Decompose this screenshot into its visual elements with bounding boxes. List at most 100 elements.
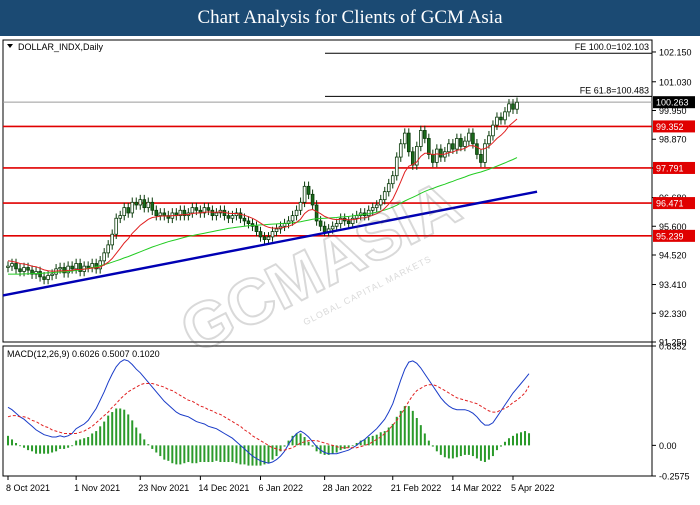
candle-up bbox=[230, 215, 235, 219]
macd-histogram-bar bbox=[291, 435, 294, 446]
candle-down bbox=[162, 212, 167, 217]
sr-price-label: 96.471 bbox=[656, 199, 684, 209]
candle-up bbox=[290, 215, 295, 222]
candle-down bbox=[479, 154, 483, 163]
candle-up bbox=[386, 183, 391, 193]
candle-up bbox=[487, 135, 491, 145]
candle-up bbox=[270, 231, 275, 238]
chart-area: 102.150101.03099.95098.87097.79096.68095… bbox=[0, 36, 700, 500]
candle-up bbox=[106, 244, 110, 254]
macd-histogram-bar bbox=[15, 442, 18, 446]
candle-down bbox=[194, 207, 199, 211]
sr-price-tag bbox=[653, 161, 695, 174]
macd-histogram-bar bbox=[23, 445, 26, 448]
macd-histogram-bar bbox=[311, 445, 314, 447]
macd-histogram-bar bbox=[187, 445, 190, 463]
macd-histogram-bar bbox=[227, 445, 230, 463]
macd-histogram-bar bbox=[35, 445, 38, 454]
macd-histogram-bar bbox=[487, 445, 490, 460]
macd-histogram-bar bbox=[11, 439, 14, 446]
candle-up bbox=[130, 201, 135, 214]
candle-down bbox=[86, 265, 90, 268]
candle-up bbox=[415, 146, 419, 166]
macd-histogram-bar bbox=[263, 445, 266, 465]
macd-histogram-bar bbox=[520, 432, 523, 446]
candle-up bbox=[202, 207, 207, 214]
candle-down bbox=[206, 207, 211, 211]
macd-histogram-bar bbox=[243, 445, 246, 465]
candle-up bbox=[266, 236, 271, 240]
macd-histogram-bar bbox=[267, 445, 270, 464]
macd-histogram-bar bbox=[427, 440, 430, 446]
macd-histogram-bar bbox=[75, 440, 78, 446]
macd-histogram-bar bbox=[27, 445, 30, 451]
macd-histogram-bar bbox=[303, 437, 306, 446]
macd-histogram-bar bbox=[415, 418, 418, 446]
macd-label: MACD(12,26,9) 0.6026 0.5007 0.1020 bbox=[7, 349, 160, 359]
candle-down bbox=[42, 276, 46, 280]
macd-histogram-bar bbox=[127, 414, 130, 446]
macd-histogram-bar bbox=[71, 445, 74, 447]
macd-histogram-bar bbox=[231, 445, 234, 463]
macd-histogram-bar bbox=[511, 435, 514, 446]
macd-histogram-bar bbox=[359, 440, 362, 446]
macd-histogram-bar bbox=[215, 445, 218, 461]
macd-histogram-bar bbox=[283, 445, 286, 447]
macd-histogram-bar bbox=[147, 444, 150, 446]
candle-down bbox=[26, 267, 30, 271]
sr-price-tag bbox=[653, 197, 695, 210]
macd-histogram-bar bbox=[179, 445, 182, 465]
candle-down bbox=[406, 132, 411, 153]
last-price-label: 100.263 bbox=[656, 98, 689, 108]
candle-down bbox=[499, 116, 503, 121]
macd-histogram-bar bbox=[295, 433, 298, 446]
candle-down bbox=[210, 209, 215, 217]
candle-up bbox=[102, 252, 106, 262]
macd-histogram-bar bbox=[143, 439, 146, 446]
candle-up bbox=[370, 207, 375, 211]
macd-histogram-bar bbox=[103, 421, 106, 446]
macd-histogram-bar bbox=[19, 445, 22, 447]
macd-histogram-bar bbox=[347, 445, 350, 448]
sr-price-label: 97.791 bbox=[656, 163, 684, 173]
candle-up bbox=[507, 103, 511, 113]
candle-down bbox=[346, 220, 351, 224]
macd-histogram-bar bbox=[467, 445, 470, 455]
candle-down bbox=[262, 236, 267, 240]
macd-histogram-bar bbox=[335, 445, 338, 453]
macd-histogram-bar bbox=[419, 425, 422, 446]
price-chart-svg: 102.150101.03099.95098.87097.79096.68095… bbox=[0, 36, 700, 500]
candle-up bbox=[334, 223, 339, 227]
candle-up bbox=[22, 267, 26, 272]
date-axis: 8 Oct 2021 1 Nov 2021 23 Nov 2021 14 Dec 20… bbox=[6, 476, 555, 493]
candle-up bbox=[374, 204, 379, 209]
candle-down bbox=[238, 212, 243, 219]
macd-histogram-bar bbox=[407, 406, 410, 446]
sr-price-label: 99.352 bbox=[656, 122, 684, 132]
candle-up bbox=[455, 138, 459, 150]
macd-histogram-bar bbox=[207, 445, 210, 463]
y-tick-label: 95.600 bbox=[659, 222, 687, 232]
macd-histogram-bar bbox=[391, 423, 394, 446]
x-tick-label: 28 Jan 2022 bbox=[323, 483, 373, 493]
candle-up bbox=[394, 156, 399, 177]
macd-histogram-bar bbox=[159, 445, 162, 457]
y-tick-label: 94.520 bbox=[659, 250, 687, 260]
macd-histogram-bar bbox=[259, 445, 262, 466]
candle-up bbox=[146, 201, 151, 209]
y-tick-label: 98.870 bbox=[659, 135, 687, 145]
macd-histogram-bar bbox=[171, 445, 174, 464]
macd-histogram-bar bbox=[327, 445, 330, 455]
candle-down bbox=[475, 143, 479, 155]
candle-up bbox=[10, 263, 14, 267]
candle-down bbox=[142, 199, 147, 209]
candle-up bbox=[302, 185, 307, 203]
candle-down bbox=[511, 103, 515, 110]
x-tick-label: 14 Dec 2021 bbox=[198, 483, 249, 493]
macd-panel: 0.8352 0.00 -0.2575 MACD(12,26,9) 0.6026 0.… bbox=[2, 342, 690, 482]
macd-panel-frame bbox=[2, 345, 653, 477]
candle-down bbox=[431, 154, 435, 163]
macd-histogram-bar bbox=[31, 445, 34, 452]
macd-histogram-bar bbox=[195, 445, 198, 464]
candle-up bbox=[58, 267, 62, 270]
